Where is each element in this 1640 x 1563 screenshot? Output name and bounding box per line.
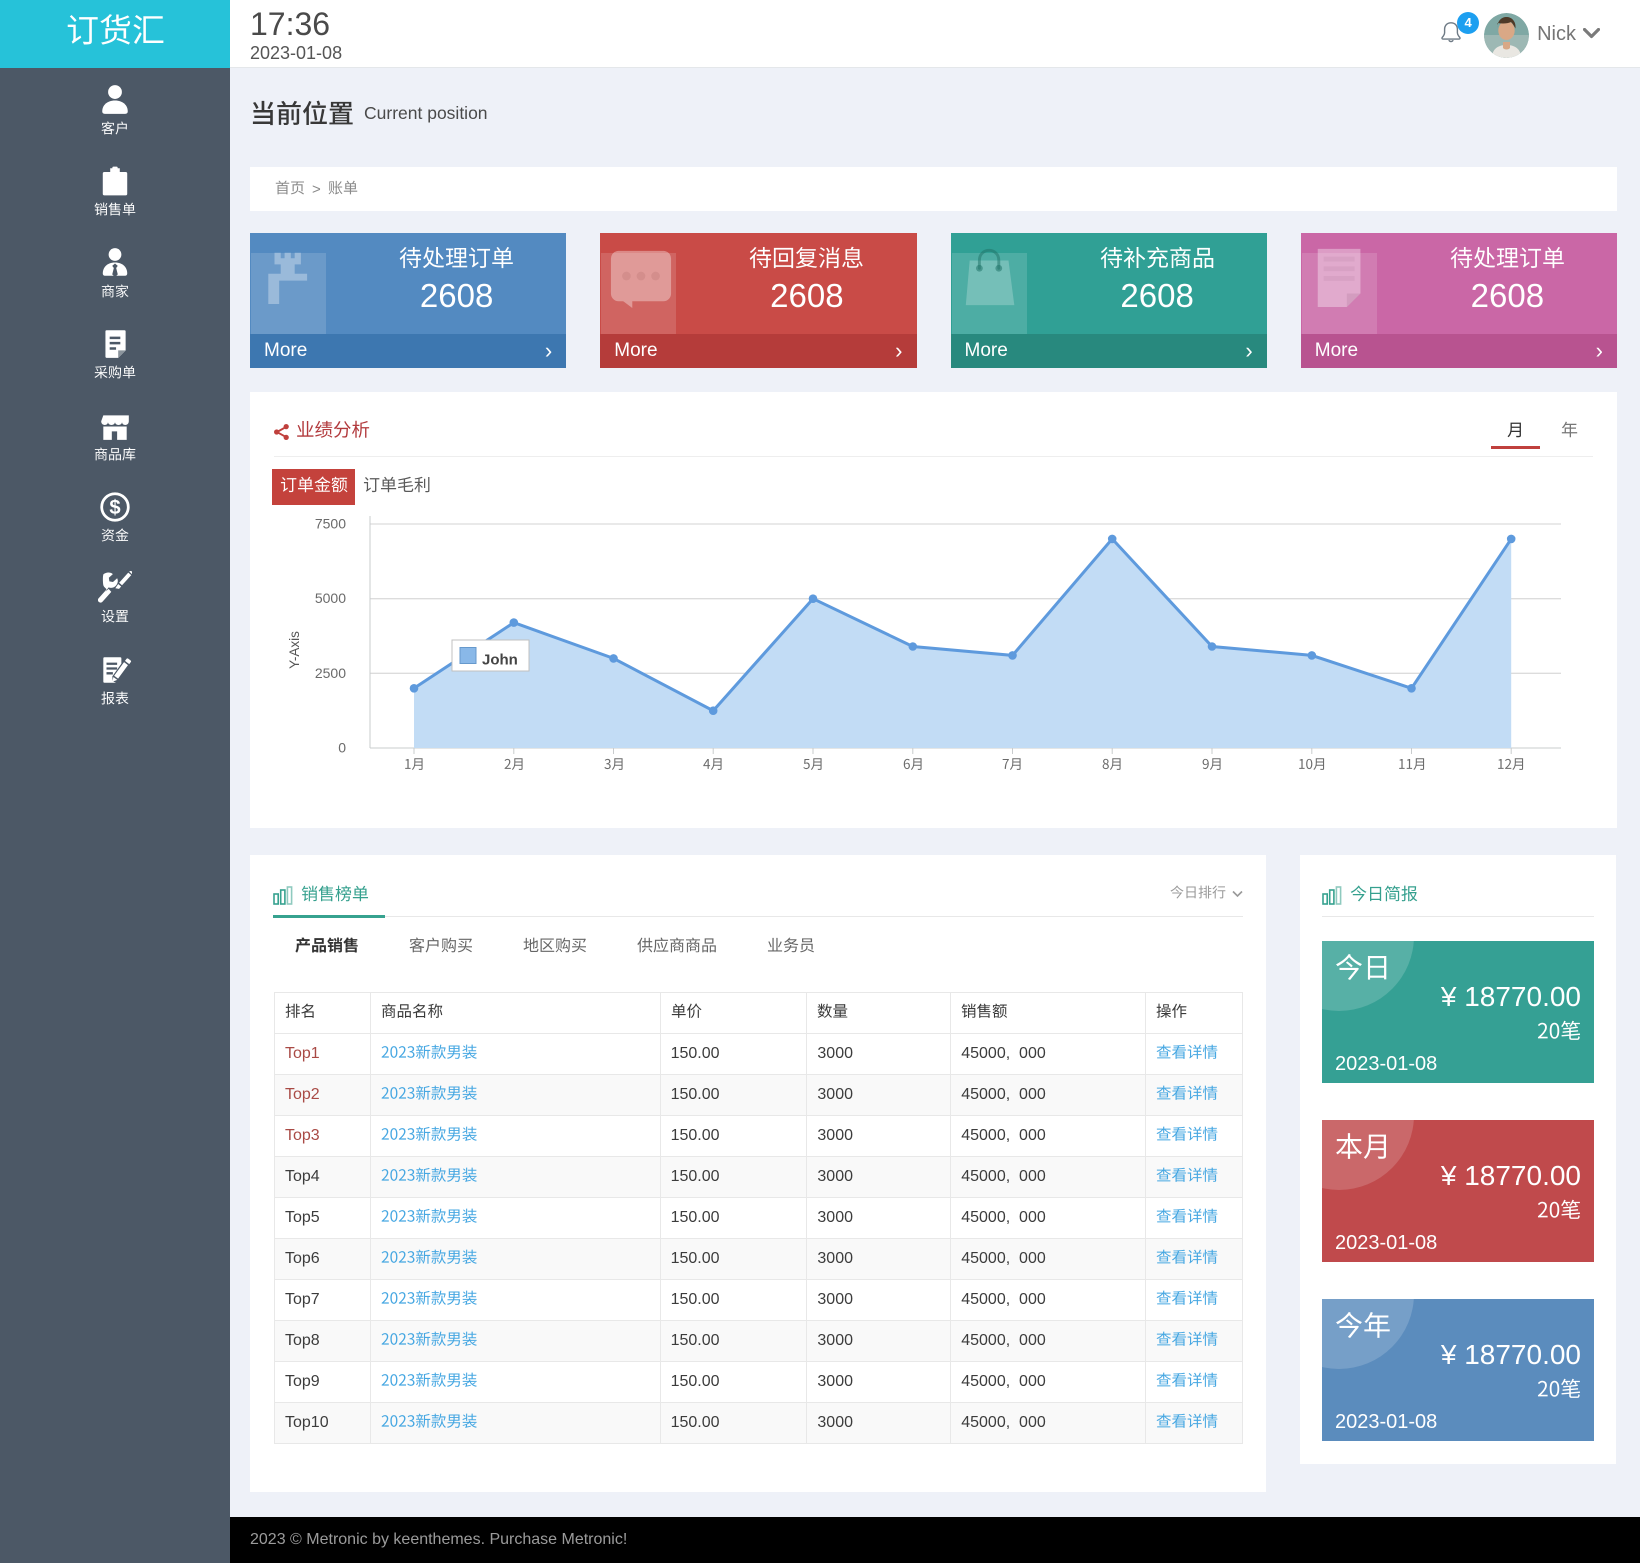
svg-text:5000: 5000 [315,590,346,606]
svg-text:Y-Axis: Y-Axis [287,631,302,669]
svg-text:John: John [482,651,518,668]
svg-text:2500: 2500 [315,665,346,681]
svg-text:$: $ [109,497,120,519]
svg-text:7500: 7500 [315,516,346,532]
svg-text:0: 0 [338,740,346,756]
